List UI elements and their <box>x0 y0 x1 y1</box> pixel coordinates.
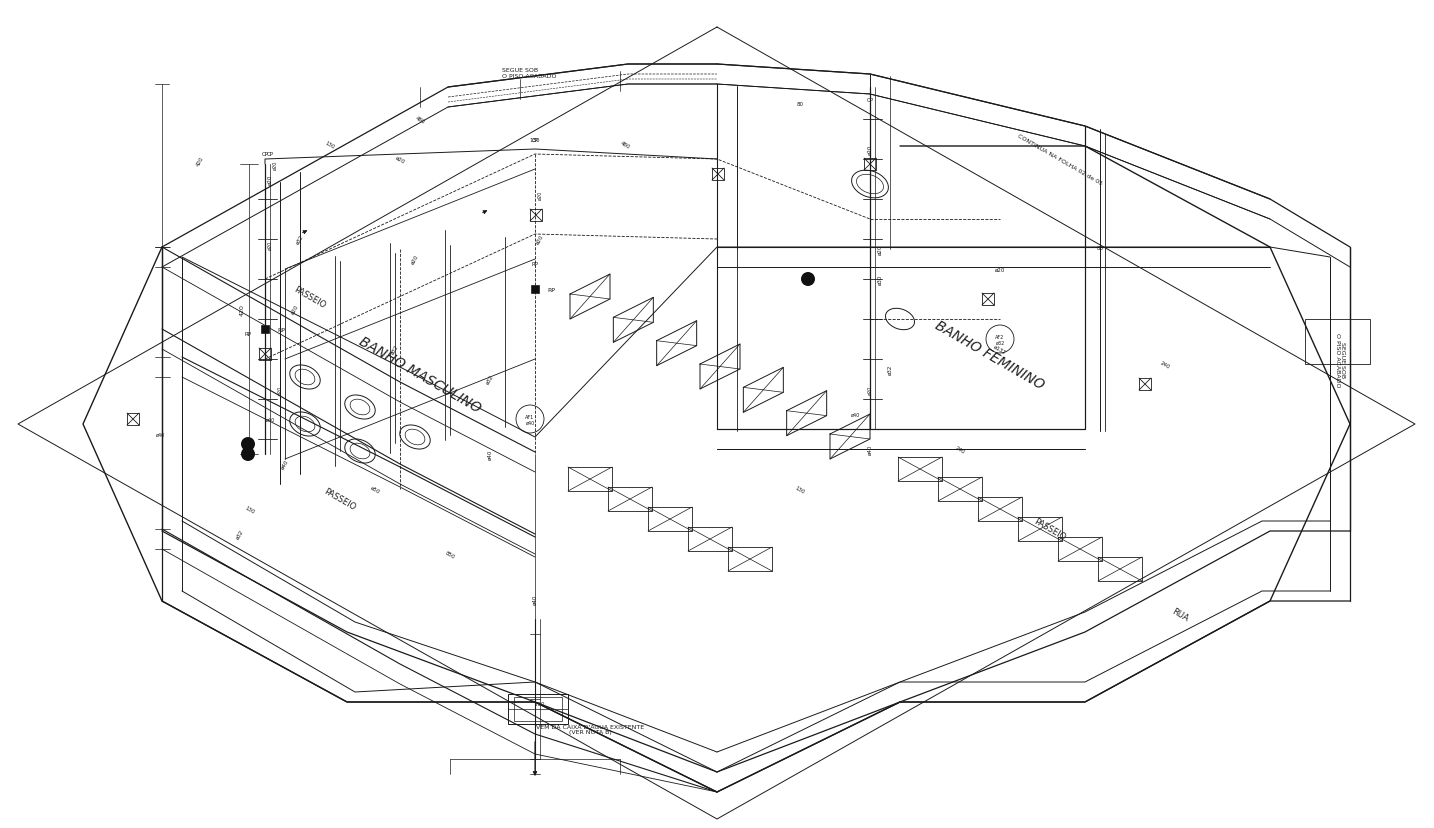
Text: 80: 80 <box>796 103 803 108</box>
Text: 240: 240 <box>954 445 965 455</box>
Text: 730: 730 <box>535 701 545 706</box>
Text: 480: 480 <box>619 140 631 150</box>
Text: RP: RP <box>546 287 555 292</box>
Bar <box>513 697 562 721</box>
Text: ø40: ø40 <box>488 450 492 460</box>
Text: ø20: ø20 <box>410 254 420 266</box>
Text: ø20: ø20 <box>290 304 300 315</box>
Text: ø20: ø20 <box>278 385 282 394</box>
Circle shape <box>802 272 815 286</box>
Bar <box>1139 378 1152 391</box>
Text: ø32: ø32 <box>485 373 495 385</box>
Bar <box>261 325 270 334</box>
Text: CP: CP <box>261 152 268 157</box>
Text: CP: CP <box>532 137 539 142</box>
Text: 130: 130 <box>324 140 336 150</box>
Text: ø20: ø20 <box>268 240 272 249</box>
Text: ø20: ø20 <box>995 267 1005 272</box>
Text: ø32: ø32 <box>390 344 400 355</box>
Text: PASSEIO: PASSEIO <box>323 487 357 512</box>
Text: SEGUE SOB
O PISO ACABADO: SEGUE SOB O PISO ACABADO <box>502 68 556 79</box>
Bar <box>260 349 271 360</box>
Text: ø20: ø20 <box>868 385 872 394</box>
Text: ø40: ø40 <box>532 595 538 604</box>
Text: AF2
ø32: AF2 ø32 <box>995 335 1005 345</box>
Text: ø32: ø32 <box>295 234 305 245</box>
Text: VEM DA CAIXA D'AGUA EXISTENTE
(VER NOTA B): VEM DA CAIXA D'AGUA EXISTENTE (VER NOTA … <box>536 724 644 734</box>
Text: ø50: ø50 <box>370 484 381 494</box>
Bar <box>982 294 994 306</box>
Circle shape <box>241 437 255 451</box>
Text: ø20: ø20 <box>535 234 545 245</box>
Text: CP: CP <box>866 98 873 103</box>
Bar <box>865 159 876 171</box>
Text: 130: 130 <box>244 504 255 514</box>
Text: ø32: ø32 <box>235 528 245 540</box>
Text: 420: 420 <box>195 156 205 167</box>
Text: CP: CP <box>267 152 274 157</box>
Text: 80: 80 <box>1097 245 1104 250</box>
Text: ø40: ø40 <box>280 459 290 470</box>
Bar <box>508 694 568 724</box>
Text: 420: 420 <box>239 304 245 315</box>
Text: ø40: ø40 <box>155 432 165 437</box>
Text: ø20: ø20 <box>878 244 882 255</box>
Bar <box>128 413 139 426</box>
Circle shape <box>241 447 255 461</box>
Bar <box>531 209 542 222</box>
Text: ø132: ø132 <box>992 344 1007 355</box>
Text: PASSEIO: PASSEIO <box>293 285 327 310</box>
Bar <box>531 286 539 294</box>
Text: 850: 850 <box>445 550 456 559</box>
Text: 130: 130 <box>529 137 541 142</box>
Text: 130: 130 <box>794 484 806 494</box>
Text: ø20: ø20 <box>538 190 542 200</box>
Bar <box>713 169 724 181</box>
Text: RUA: RUA <box>1170 606 1190 623</box>
Text: BANHO MASCULINO: BANHO MASCULINO <box>357 334 483 415</box>
Text: BANHO FEMININO: BANHO FEMININO <box>934 318 1047 392</box>
Text: AF1
ø40: AF1 ø40 <box>525 414 535 425</box>
Text: ø20: ø20 <box>272 160 278 170</box>
Text: 240: 240 <box>1159 360 1170 369</box>
Text: ø40: ø40 <box>868 445 872 455</box>
Text: ø40: ø40 <box>265 417 275 422</box>
Text: CONTINUA NA FOLHA 02 de 05: CONTINUA NA FOLHA 02 de 05 <box>1017 133 1103 186</box>
Text: ø20: ø20 <box>394 155 406 165</box>
Text: SEGUE SOB
O PISO ACABADO: SEGUE SOB O PISO ACABADO <box>1335 332 1345 387</box>
Text: 480: 480 <box>414 115 426 125</box>
Text: RP: RP <box>245 332 251 337</box>
Bar <box>1305 320 1369 364</box>
Text: ø40: ø40 <box>850 412 859 417</box>
Text: ø30: ø30 <box>878 274 882 285</box>
Text: RP: RP <box>532 262 539 267</box>
Text: ø20: ø20 <box>268 175 272 185</box>
Text: PASSEIO: PASSEIO <box>1032 517 1067 542</box>
Text: ø32: ø32 <box>888 364 892 375</box>
Text: RP: RP <box>277 327 285 332</box>
Text: ø20: ø20 <box>868 145 872 155</box>
